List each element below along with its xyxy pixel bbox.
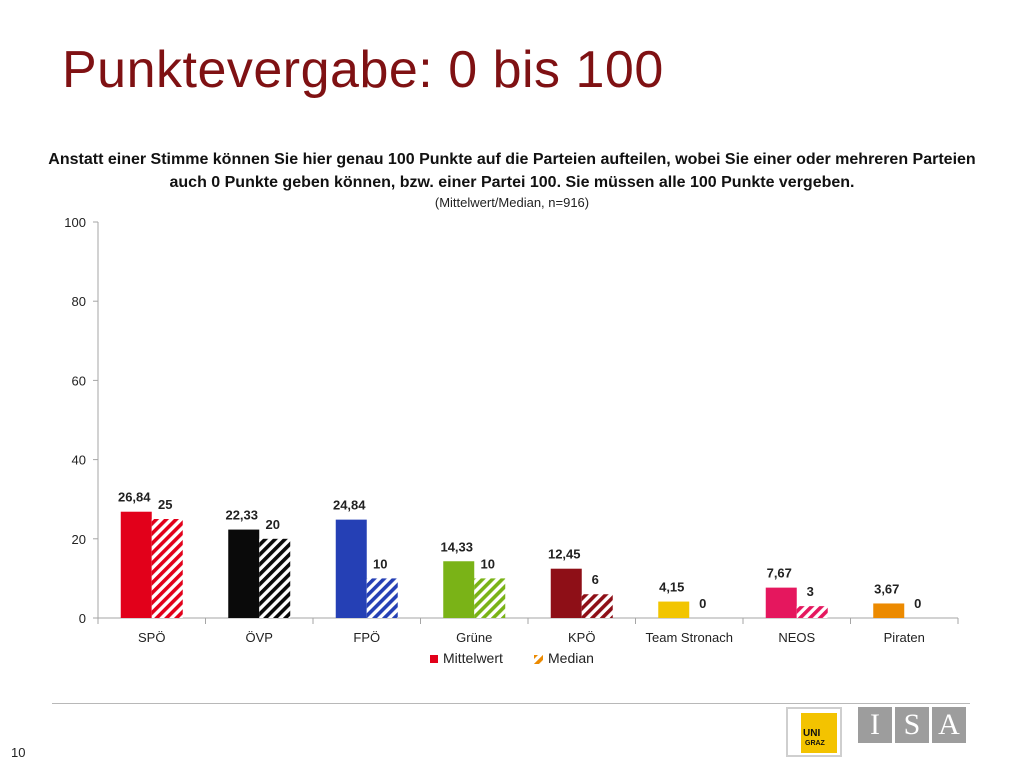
isa-logo: I S A xyxy=(858,707,966,743)
bar-median xyxy=(474,578,506,618)
x-category-label: NEOS xyxy=(778,630,815,645)
data-label-median: 3 xyxy=(807,584,814,599)
legend-swatch-median xyxy=(534,655,543,664)
data-label-median: 6 xyxy=(592,572,599,587)
bar-median xyxy=(151,519,183,618)
bar-median xyxy=(366,578,398,618)
data-label-median: 0 xyxy=(914,596,921,611)
x-category-label: ÖVP xyxy=(246,630,273,645)
y-tick-label: 0 xyxy=(79,611,86,626)
bar-mittelwert xyxy=(120,511,152,618)
page-number: 10 xyxy=(11,745,26,760)
data-label-mittelwert: 12,45 xyxy=(548,547,581,562)
data-label-mittelwert: 14,33 xyxy=(440,539,473,554)
x-category-label: Piraten xyxy=(884,630,925,645)
legend-swatch-mittelwert xyxy=(430,655,438,663)
uni-logo-text: UNI xyxy=(803,728,821,739)
isa-logo-letter: S xyxy=(895,707,929,743)
x-category-label: FPÖ xyxy=(353,630,380,645)
data-label-mittelwert: 24,84 xyxy=(333,498,366,513)
bar-median xyxy=(581,594,613,618)
legend-label-mittelwert: Mittelwert xyxy=(443,650,503,666)
isa-logo-letter: A xyxy=(932,707,966,743)
footer-divider xyxy=(52,703,970,704)
data-label-mittelwert: 4,15 xyxy=(659,580,684,595)
y-tick-label: 80 xyxy=(72,294,86,309)
legend-label-median: Median xyxy=(548,650,594,666)
y-tick-label: 100 xyxy=(64,215,86,230)
legend: Mittelwert Median xyxy=(430,650,594,666)
y-tick-label: 40 xyxy=(72,453,86,468)
bar-mittelwert xyxy=(765,587,797,618)
x-category-label: SPÖ xyxy=(138,630,165,645)
bar-mittelwert xyxy=(228,529,260,618)
data-label-mittelwert: 3,67 xyxy=(874,581,899,596)
data-label-median: 10 xyxy=(373,556,387,571)
chart-title: Anstatt einer Stimme können Sie hier gen… xyxy=(48,151,976,191)
bar-mittelwert xyxy=(873,603,905,618)
x-category-label: KPÖ xyxy=(568,630,595,645)
data-label-median: 20 xyxy=(266,517,280,532)
isa-logo-letter: I xyxy=(858,707,892,743)
bar-mittelwert xyxy=(658,601,690,618)
uni-logo-subtext: GRAZ xyxy=(805,740,825,747)
bar-mittelwert xyxy=(550,568,582,618)
slide-title: Punktevergabe: 0 bis 100 xyxy=(62,41,664,99)
y-tick-label: 60 xyxy=(72,373,86,388)
chart-subtitle: (Mittelwert/Median, n=916) xyxy=(434,195,590,210)
bar-median xyxy=(796,606,828,618)
data-label-mittelwert: 26,84 xyxy=(118,490,151,505)
data-label-mittelwert: 7,67 xyxy=(767,566,792,581)
x-category-label: Team Stronach xyxy=(646,630,733,645)
x-category-label: Grüne xyxy=(456,630,492,645)
y-tick-label: 20 xyxy=(72,532,86,547)
bar-mittelwert xyxy=(335,519,367,618)
data-label-median: 10 xyxy=(481,556,495,571)
bar-mittelwert xyxy=(443,561,475,618)
bar-median xyxy=(259,538,291,618)
data-label-median: 25 xyxy=(158,497,172,512)
data-label-mittelwert: 22,33 xyxy=(225,508,258,523)
uni-graz-logo: UNI GRAZ xyxy=(786,707,842,757)
data-label-median: 0 xyxy=(699,596,706,611)
